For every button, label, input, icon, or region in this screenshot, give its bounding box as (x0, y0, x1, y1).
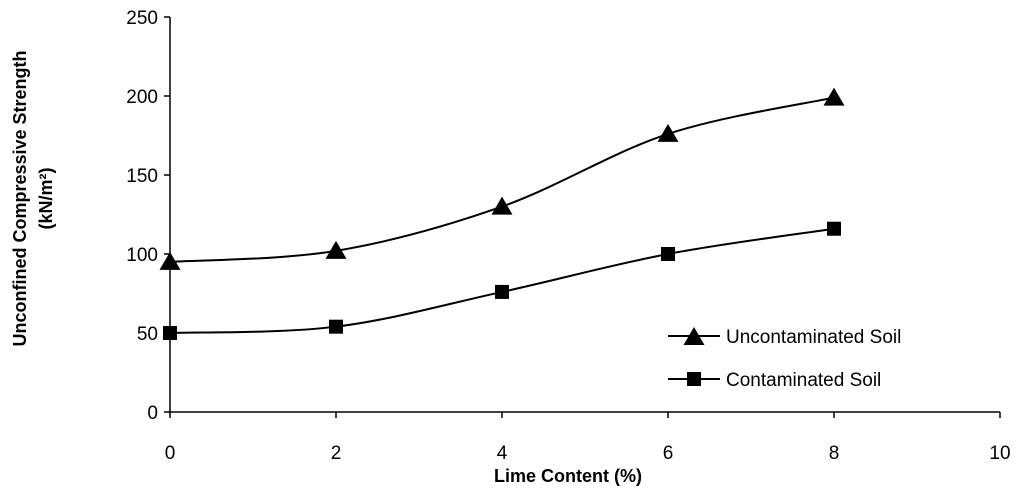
axes (169, 17, 1000, 413)
x-tick-label: 10 (989, 443, 1010, 464)
series-uncontaminated (159, 87, 845, 270)
series-line (169, 96, 835, 263)
data-point-triangle (159, 251, 181, 270)
data-point-triangle (657, 123, 679, 142)
y-tick-label: 50 (137, 324, 158, 345)
x-axis-title: Lime Content (%) (494, 466, 642, 486)
x-tick-label: 0 (165, 443, 176, 464)
legend: Uncontaminated Soil Contaminated Soil (668, 327, 901, 391)
x-tick-label: 6 (663, 443, 674, 464)
data-point-square (495, 284, 509, 299)
y-axis-title-line2: (kN/m²) (36, 167, 56, 229)
legend-label-uncontaminated: Uncontaminated Soil (726, 327, 901, 348)
y-tick-label: 250 (126, 8, 158, 29)
y-tick-label: 200 (126, 87, 158, 108)
data-point-square (163, 326, 177, 340)
series-line (169, 227, 835, 334)
data-point-square (329, 319, 343, 334)
legend-item-contaminated: Contaminated Soil (668, 370, 881, 391)
y-tick-label: 150 (126, 166, 158, 187)
data-point-square (827, 221, 841, 236)
legend-label-contaminated: Contaminated Soil (726, 370, 881, 391)
legend-item-uncontaminated: Uncontaminated Soil (668, 327, 901, 348)
x-tick-label: 2 (331, 443, 342, 464)
series-contaminated (163, 221, 841, 340)
series-layer (159, 87, 845, 340)
y-tick-label: 100 (126, 245, 158, 266)
x-tick-label: 8 (829, 443, 840, 464)
data-point-square (661, 247, 675, 261)
legend-marker-triangle (683, 327, 705, 345)
data-point-triangle (823, 87, 845, 106)
data-point-triangle (325, 240, 347, 259)
x-tick-label: 4 (497, 443, 508, 464)
y-axis-title-line1: Unconfined Compressive Strength (10, 50, 30, 346)
y-ticks: 0 50 100 150 200 250 (126, 8, 170, 424)
x-ticks: 0 2 4 6 8 10 (165, 412, 1011, 464)
legend-marker-square (687, 372, 701, 386)
y-tick-label: 0 (147, 403, 158, 424)
data-point-triangle (491, 196, 513, 215)
